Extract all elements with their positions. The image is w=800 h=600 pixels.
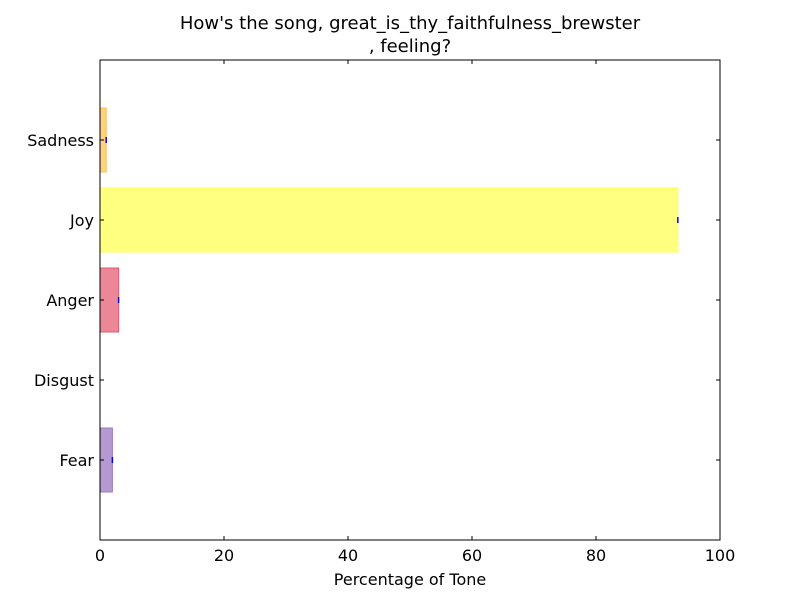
y-tick-label-fear: Fear (59, 451, 94, 470)
x-axis-label: Percentage of Tone (334, 570, 486, 589)
x-tick-label-0: 0 (95, 546, 105, 565)
y-ticks-group: Sadness Joy Anger Disgust Fear (27, 131, 720, 470)
y-tick-label-joy: Joy (69, 211, 94, 230)
x-tick-label-40: 40 (338, 546, 358, 565)
x-ticks-group: 0 20 40 60 80 100 (95, 60, 735, 565)
bar-joy (99, 187, 679, 253)
x-tick-label-100: 100 (705, 546, 736, 565)
bars-group (99, 107, 679, 493)
y-tick-label-disgust: Disgust (34, 371, 94, 390)
x-tick-label-20: 20 (214, 546, 234, 565)
chart-title-line-1: How's the song, great_is_thy_faithfulnes… (179, 13, 641, 34)
y-tick-label-anger: Anger (46, 291, 94, 310)
x-tick-label-80: 80 (586, 546, 606, 565)
x-tick-label-60: 60 (462, 546, 482, 565)
y-tick-label-sadness: Sadness (27, 131, 94, 150)
chart-title-line-2: , feeling? (368, 36, 452, 57)
plot-frame (99, 59, 721, 541)
